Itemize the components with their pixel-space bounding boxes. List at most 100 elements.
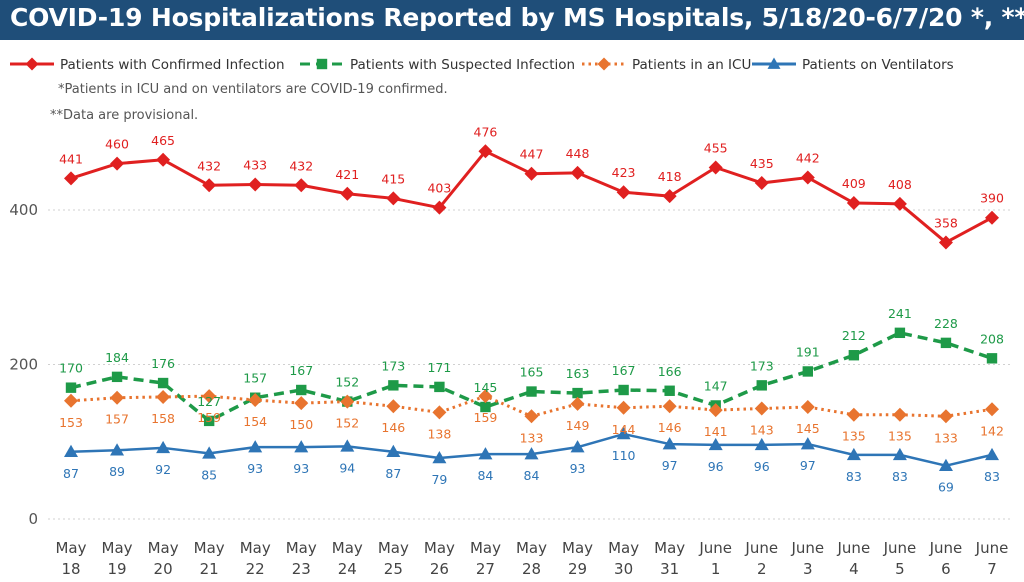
data-point-ventilators <box>340 439 355 452</box>
data-point-icu <box>985 402 999 417</box>
data-point-ventilators <box>662 437 677 450</box>
data-point-confirmed <box>892 196 907 211</box>
x-tick-label: 23 <box>292 560 311 578</box>
data-label-icu: 135 <box>842 429 866 444</box>
data-label-icu: 144 <box>612 422 636 437</box>
data-label-ventilators: 93 <box>247 461 263 476</box>
data-point-confirmed <box>432 200 447 215</box>
data-label-confirmed: 432 <box>197 158 221 173</box>
data-label-ventilators: 93 <box>570 461 586 476</box>
data-label-confirmed: 465 <box>151 133 175 148</box>
data-point-confirmed <box>938 235 953 250</box>
data-point-ventilators <box>294 440 309 453</box>
x-tick-label: 25 <box>384 560 403 578</box>
data-label-suspected: 176 <box>151 356 175 371</box>
y-tick-label: 400 <box>9 201 38 219</box>
data-label-suspected: 127 <box>197 394 221 409</box>
data-point-icu <box>248 393 263 408</box>
data-point-confirmed <box>248 177 263 192</box>
data-point-ventilators <box>985 447 999 461</box>
data-point-confirmed <box>754 175 769 190</box>
data-point-icu <box>524 409 539 424</box>
data-point-confirmed <box>708 160 723 175</box>
legend-marker-icu <box>597 57 611 71</box>
data-label-ventilators: 97 <box>662 458 678 473</box>
data-point-suspected <box>940 337 952 349</box>
data-label-suspected: 184 <box>105 350 129 365</box>
data-label-ventilators: 84 <box>524 468 540 483</box>
x-tick-label: May <box>516 539 547 557</box>
data-point-icu <box>340 394 355 409</box>
data-label-confirmed: 455 <box>704 141 728 156</box>
data-label-icu: 154 <box>243 414 267 429</box>
data-label-ventilators: 79 <box>431 472 447 487</box>
legend-label-suspected: Patients with Suspected Infection <box>350 57 575 73</box>
data-point-suspected <box>296 384 307 396</box>
data-label-confirmed: 358 <box>934 215 958 230</box>
x-tick-label: May <box>194 539 225 557</box>
data-point-icu <box>110 390 125 405</box>
data-point-suspected <box>480 401 491 413</box>
data-label-ventilators: 87 <box>385 466 401 481</box>
x-tick-label: 24 <box>338 560 357 578</box>
x-tick-label: 5 <box>895 560 905 578</box>
data-label-icu: 149 <box>566 418 590 433</box>
data-point-confirmed <box>800 170 815 185</box>
legend-label-confirmed: Patients with Confirmed Infection <box>60 57 285 73</box>
x-tick-label: May <box>148 539 179 557</box>
data-label-icu: 135 <box>888 429 912 444</box>
data-point-suspected <box>618 384 629 396</box>
data-label-icu: 153 <box>59 415 83 430</box>
data-label-confirmed: 408 <box>888 177 912 192</box>
data-label-ventilators: 84 <box>477 468 493 483</box>
x-tick-label: 18 <box>61 560 80 578</box>
data-label-icu: 146 <box>381 420 405 435</box>
x-tick-label: 29 <box>568 560 587 578</box>
data-label-confirmed: 403 <box>427 181 451 196</box>
data-label-icu: 159 <box>474 410 498 425</box>
legend-label-ventilators: Patients on Ventilators <box>802 57 954 73</box>
legend-marker-confirmed <box>25 57 39 71</box>
data-point-confirmed <box>110 156 125 171</box>
data-point-ventilators <box>800 437 815 450</box>
data-point-ventilators <box>386 444 401 458</box>
data-label-suspected: 165 <box>520 365 544 380</box>
data-point-confirmed <box>985 210 999 225</box>
data-point-icu <box>938 409 953 424</box>
data-label-icu: 158 <box>151 411 175 426</box>
x-tick-label: June <box>929 539 963 557</box>
data-label-ventilators: 92 <box>155 462 171 477</box>
data-point-suspected <box>756 380 767 391</box>
data-point-ventilators <box>846 447 861 461</box>
data-label-icu: 145 <box>796 421 820 436</box>
data-label-icu: 142 <box>980 423 1004 438</box>
data-label-suspected: 228 <box>934 316 958 331</box>
data-point-ventilators <box>248 440 263 453</box>
data-point-suspected <box>157 377 169 389</box>
data-label-ventilators: 83 <box>984 469 1000 484</box>
data-label-icu: 157 <box>105 412 129 427</box>
data-point-suspected <box>434 381 445 393</box>
data-point-confirmed <box>478 144 493 159</box>
y-tick-label: 0 <box>28 510 38 528</box>
x-tick-label: 4 <box>849 560 859 578</box>
data-point-icu <box>662 399 677 414</box>
data-label-confirmed: 435 <box>750 156 774 171</box>
data-point-icu <box>800 399 815 414</box>
data-label-confirmed: 409 <box>842 176 866 191</box>
x-tick-label: May <box>55 539 86 557</box>
legend-label-icu: Patients in an ICU <box>632 57 751 73</box>
data-point-ventilators <box>432 450 447 464</box>
data-label-suspected: 152 <box>335 375 359 390</box>
data-label-icu: 138 <box>427 426 451 441</box>
data-label-confirmed: 421 <box>335 167 359 182</box>
x-tick-label: 6 <box>941 560 951 578</box>
data-point-ventilators <box>938 458 953 471</box>
x-tick-label: May <box>332 539 363 557</box>
data-point-ventilators <box>202 446 217 459</box>
data-point-icu <box>432 405 447 420</box>
data-point-icu <box>708 403 723 418</box>
data-point-suspected <box>65 382 77 393</box>
data-point-icu <box>156 389 171 404</box>
data-label-icu: 150 <box>289 417 313 432</box>
